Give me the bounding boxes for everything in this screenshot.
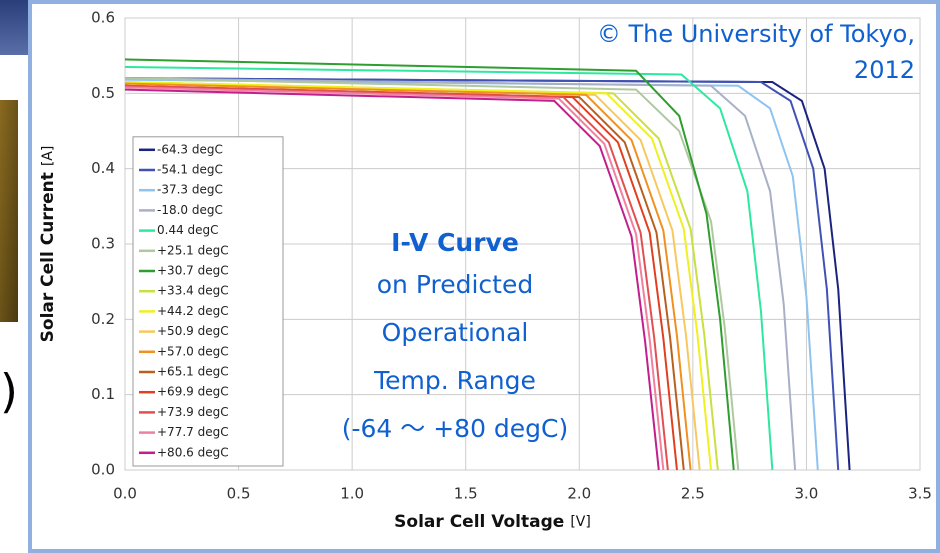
y-axis-unit: [A] xyxy=(40,146,56,167)
annotation: 2012 xyxy=(854,56,915,84)
callout-line: Operational xyxy=(382,318,529,347)
legend-label: +80.6 degC xyxy=(157,445,229,459)
callout-line: Temp. Range xyxy=(373,366,536,395)
legend-label: -64.3 degC xyxy=(157,142,223,156)
slide-header xyxy=(0,0,30,55)
callout-line: (-64 〜 +80 degC) xyxy=(342,414,569,443)
legend-label: +25.1 degC xyxy=(157,243,229,257)
x-axis-label: Solar Cell Voltage [V] xyxy=(394,512,591,532)
legend-label: +69.9 degC xyxy=(157,385,229,399)
x-tick-label: 2.5 xyxy=(681,485,705,503)
legend-label: +57.0 degC xyxy=(157,344,229,358)
legend-label: -54.1 degC xyxy=(157,163,223,177)
legend-label: +33.4 degC xyxy=(157,284,229,298)
y-tick-label: 0.1 xyxy=(91,385,115,403)
legend-label: -37.3 degC xyxy=(157,183,223,197)
x-axis-unit: [V] xyxy=(570,514,591,530)
x-tick-label: 0.0 xyxy=(113,485,137,503)
y-tick-label: 0.6 xyxy=(91,9,115,27)
y-tick-label: 0.4 xyxy=(91,159,115,177)
y-tick-label: 0.5 xyxy=(91,84,115,102)
y-tick-label: 0.3 xyxy=(91,235,115,253)
y-axis-title: Solar Cell Current xyxy=(38,172,58,342)
y-axis-label: Solar Cell Current [A] xyxy=(38,146,58,343)
slide: ) 0.0 0.1 0.2 0.3 0.4 0.5 0.6 0.0 0.5 1.0 1.5 2.0 2.… xyxy=(0,0,940,553)
x-axis-title: Solar Cell Voltage xyxy=(394,512,564,532)
legend-label: +73.9 degC xyxy=(157,405,229,419)
legend-label: -18.0 degC xyxy=(157,203,223,217)
annotation: © The University of Tokyo, xyxy=(597,20,915,48)
x-tick-label: 3.5 xyxy=(908,485,932,503)
legend-label: +44.2 degC xyxy=(157,304,229,318)
slide-image xyxy=(0,100,18,322)
x-tick-label: 1.0 xyxy=(340,485,364,503)
legend-label: 0.44 degC xyxy=(157,223,219,237)
y-tick-label: 0.2 xyxy=(91,310,115,328)
legend-label: +50.9 degC xyxy=(157,324,229,338)
x-tick-label: 2.0 xyxy=(567,485,591,503)
callout-title: I-V Curve xyxy=(391,228,519,257)
x-tick-label: 1.5 xyxy=(454,485,478,503)
slide-text: ) xyxy=(0,365,18,419)
y-tick-label: 0.0 xyxy=(91,461,115,479)
x-tick-label: 0.5 xyxy=(227,485,251,503)
legend-label: +77.7 degC xyxy=(157,425,229,439)
legend-label: +30.7 degC xyxy=(157,264,229,278)
x-tick-label: 3.0 xyxy=(794,485,818,503)
legend-label: +65.1 degC xyxy=(157,365,229,379)
callout-line: on Predicted xyxy=(377,270,533,299)
chart: 0.0 0.1 0.2 0.3 0.4 0.5 0.6 0.0 0.5 1.0 1.5 2.0 2.5 3… xyxy=(38,9,932,533)
